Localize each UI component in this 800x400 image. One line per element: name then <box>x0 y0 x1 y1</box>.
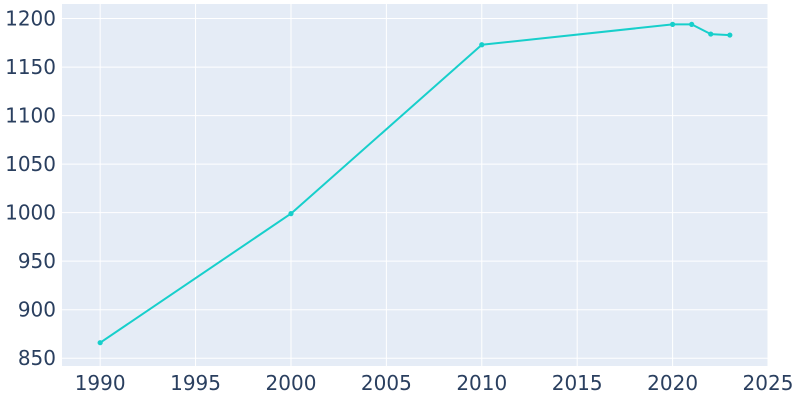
series-group <box>97 21 733 346</box>
y-tick-label-900: 900 <box>18 298 56 322</box>
x-tick-label-2010: 2010 <box>456 371 507 395</box>
x-tick-label-1990: 1990 <box>75 371 126 395</box>
gridlines <box>62 4 769 366</box>
x-tick-label-2005: 2005 <box>361 371 412 395</box>
y-tick-label-1050: 1050 <box>5 152 56 176</box>
y-tick-label-1000: 1000 <box>5 201 56 225</box>
y-tick-label-1200: 1200 <box>5 7 56 31</box>
x-tick-label-2000: 2000 <box>266 371 317 395</box>
x-tick-label-2025: 2025 <box>743 371 794 395</box>
data-point-2023[interactable] <box>727 32 733 38</box>
data-point-2010[interactable] <box>479 42 485 48</box>
x-axis-ticks: 1990 1995 2000 2005 2010 2015 2020 2025 <box>75 371 794 395</box>
x-tick-label-1995: 1995 <box>170 371 221 395</box>
data-point-2000[interactable] <box>288 211 294 217</box>
plot-area <box>62 4 768 366</box>
y-tick-label-950: 950 <box>18 249 56 273</box>
y-tick-label-1150: 1150 <box>5 55 56 79</box>
x-tick-label-2020: 2020 <box>647 371 698 395</box>
data-point-2020[interactable] <box>669 21 676 27</box>
y-tick-label-1100: 1100 <box>5 104 56 128</box>
data-point-1990[interactable] <box>97 340 103 346</box>
x-tick-label-2015: 2015 <box>552 371 603 395</box>
y-axis-ticks: 850 900 950 1000 1050 1100 1150 1200 <box>5 7 56 371</box>
data-point-2021[interactable] <box>689 21 695 27</box>
y-tick-label-850: 850 <box>18 346 56 370</box>
data-point-2022[interactable] <box>708 31 714 37</box>
